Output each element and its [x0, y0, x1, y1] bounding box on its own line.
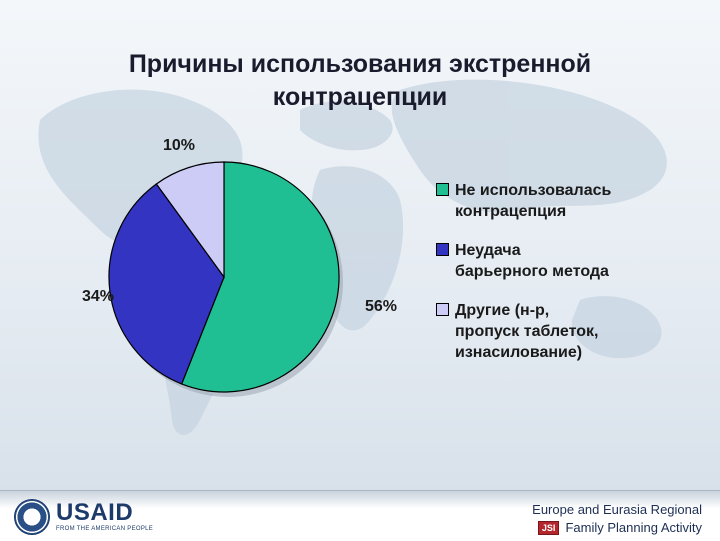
pie-chart: 56% 34% 10%	[82, 137, 397, 397]
title-line-1: Причины использования экстренной	[128, 50, 592, 78]
org-line-1: Europe and Eurasia Regional	[532, 502, 702, 517]
org-line-2: Family Planning Activity	[565, 520, 702, 535]
legend-swatch-other	[436, 303, 449, 316]
jsi-logo-icon: JSI	[537, 521, 560, 535]
legend-label-barrier-failure: Неудача барьерного метода	[455, 242, 609, 280]
organization-name: Europe and Eurasia Regional JSI Family P…	[532, 501, 702, 537]
legend-item-no-contraception: Не использовалась контрацепция	[436, 180, 666, 222]
pie-slice-other	[155, 161, 225, 279]
usaid-seal-icon	[14, 499, 50, 535]
usaid-logo: USAID FROM THE AMERICAN PEOPLE	[14, 497, 153, 537]
legend-swatch-barrier-failure	[436, 243, 449, 256]
pie-slice-barrier-failure	[108, 183, 225, 385]
legend-swatch-no-contraception	[436, 183, 449, 196]
footer-bar: USAID FROM THE AMERICAN PEOPLE Europe an…	[0, 490, 720, 541]
legend-item-barrier-failure: Неудача барьерного метода	[436, 240, 666, 282]
title-line-2: контрацепции	[272, 83, 448, 111]
slide-title: Причины использования экстренной контрац…	[60, 48, 660, 114]
pie-label-barrier-failure: 34%	[82, 288, 114, 305]
legend-item-other: Другие (н-р, пропуск таблеток, изнасилов…	[436, 300, 666, 363]
usaid-tagline: FROM THE AMERICAN PEOPLE	[56, 526, 154, 532]
pie-label-other: 10%	[163, 137, 195, 154]
pie-label-no-contraception: 56%	[365, 298, 397, 315]
usaid-name: USAID	[56, 499, 134, 526]
pie-slice-no-contraception	[180, 161, 340, 393]
legend-label-no-contraception: Не использовалась контрацепция	[455, 182, 612, 220]
legend-label-other: Другие (н-р, пропуск таблеток, изнасилов…	[455, 302, 599, 361]
chart-legend: Не использовалась контрацепция Неудача б…	[436, 180, 666, 381]
